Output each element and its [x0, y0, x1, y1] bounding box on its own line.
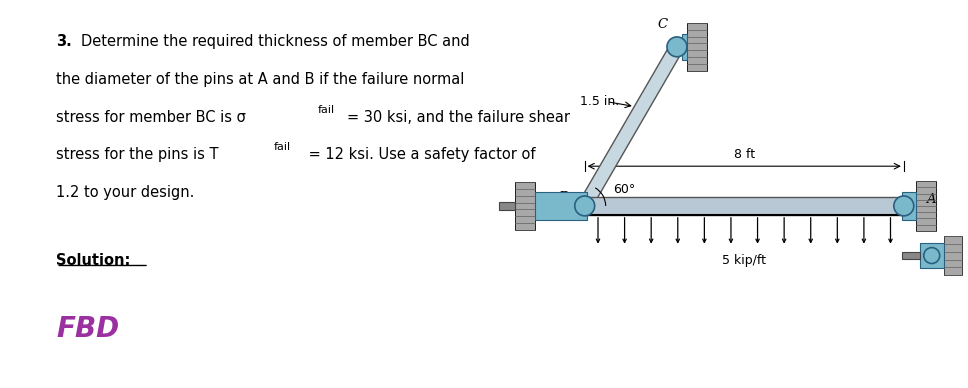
Text: 1.5 in.: 1.5 in.: [580, 95, 619, 108]
Text: fail: fail: [274, 142, 290, 152]
Circle shape: [575, 196, 594, 216]
Text: 1.2 to your design.: 1.2 to your design.: [56, 185, 195, 200]
Text: 5 kip/ft: 5 kip/ft: [722, 254, 767, 267]
Text: A: A: [925, 194, 935, 206]
Text: 8 ft: 8 ft: [734, 148, 755, 161]
Text: Solution:: Solution:: [56, 253, 131, 268]
Polygon shape: [902, 252, 920, 259]
Text: C: C: [658, 18, 668, 31]
Polygon shape: [687, 23, 707, 71]
Text: Determine the required thickness of member BC and: Determine the required thickness of memb…: [81, 34, 469, 49]
Polygon shape: [535, 192, 587, 220]
Text: = 30 ksi, and the failure shear: = 30 ksi, and the failure shear: [348, 109, 570, 125]
Polygon shape: [585, 197, 904, 215]
Text: stress for the pins is T: stress for the pins is T: [56, 147, 219, 162]
Text: 3.: 3.: [56, 34, 72, 49]
Polygon shape: [920, 242, 944, 268]
Polygon shape: [916, 181, 936, 231]
Text: fail: fail: [318, 105, 335, 114]
Polygon shape: [902, 192, 916, 220]
Polygon shape: [944, 236, 961, 275]
Text: B: B: [558, 191, 568, 204]
Text: FBD: FBD: [56, 315, 119, 343]
Polygon shape: [681, 34, 687, 60]
Circle shape: [667, 37, 687, 57]
Polygon shape: [579, 43, 683, 210]
Text: 60°: 60°: [613, 183, 635, 196]
Text: the diameter of the pins at A and B if the failure normal: the diameter of the pins at A and B if t…: [56, 72, 465, 87]
Text: = 12 ksi. Use a safety factor of: = 12 ksi. Use a safety factor of: [304, 147, 535, 162]
Text: stress for member BC is σ: stress for member BC is σ: [56, 109, 246, 125]
Polygon shape: [499, 202, 515, 210]
Polygon shape: [515, 182, 535, 230]
Circle shape: [893, 196, 914, 216]
Circle shape: [923, 248, 940, 263]
